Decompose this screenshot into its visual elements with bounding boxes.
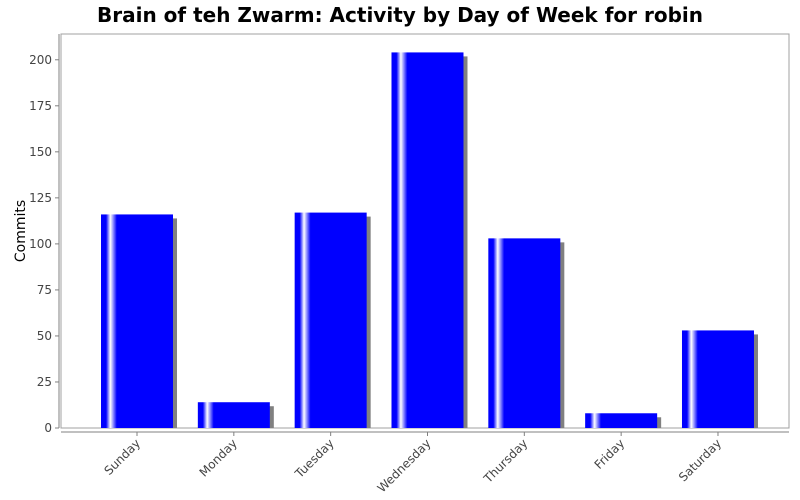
x-tick-label: Friday — [592, 436, 628, 472]
y-tick-label: 175 — [29, 99, 52, 113]
x-tick-label: Sunday — [101, 436, 143, 478]
y-tick-label: 100 — [29, 237, 52, 251]
y-tick-label: 25 — [37, 375, 52, 389]
x-tick-label: Wednesday — [375, 436, 434, 495]
bar-thursday — [488, 238, 561, 428]
bar-sunday — [101, 214, 173, 428]
bar-saturday — [681, 330, 754, 428]
y-tick-label: 150 — [29, 145, 52, 159]
bars-layer — [101, 52, 758, 428]
x-tick-label: Monday — [197, 436, 240, 479]
x-tick-label: Tuesday — [292, 436, 337, 481]
y-tick-label: 0 — [44, 421, 52, 435]
y-axis-label: Commits — [13, 200, 29, 262]
bar-tuesday — [294, 212, 367, 428]
y-tick-label: 50 — [37, 329, 52, 343]
x-axis: Sunday Monday Tuesday Wednesday Thursday Frid… — [61, 431, 789, 495]
bar-friday — [585, 413, 658, 428]
y-tick-label: 75 — [37, 283, 52, 297]
bar-monday — [197, 402, 270, 428]
chart-title: Brain of teh Zwarm: Activity by Day of W… — [97, 3, 703, 27]
y-tick-label: 200 — [29, 53, 52, 67]
bar-wednesday — [391, 52, 464, 428]
y-tick-label: 125 — [29, 191, 52, 205]
x-tick-label: Thursday — [480, 436, 530, 486]
x-tick-label: Saturday — [676, 436, 724, 484]
y-axis: 0 25 50 75 100 125 150 175 200 — [29, 34, 60, 435]
